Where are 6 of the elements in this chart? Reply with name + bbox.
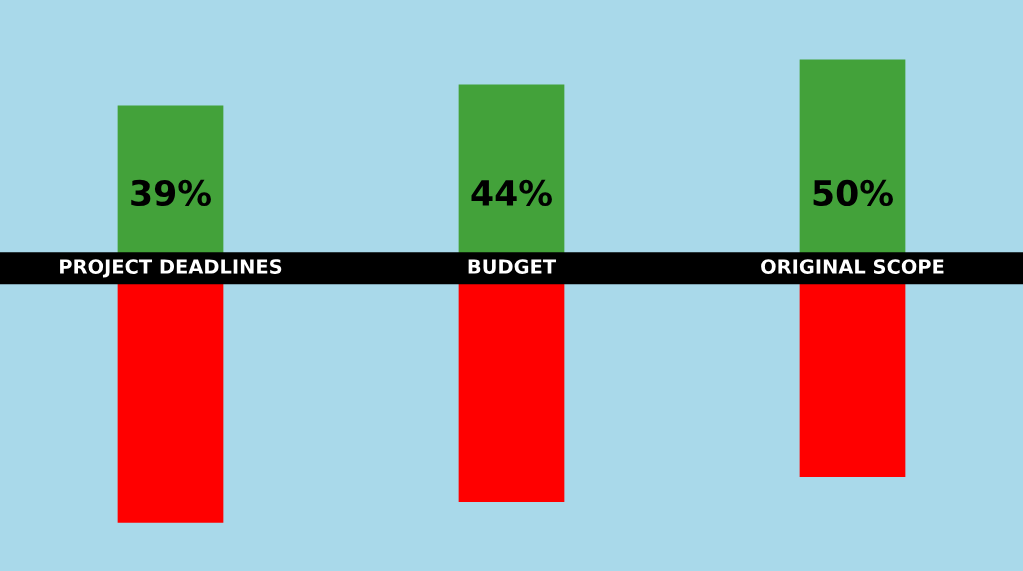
x-tick-label: PROJECT DEADLINES — [60, 259, 282, 278]
x-tick-label: BUDGET — [468, 259, 557, 274]
data-label: 39% — [131, 179, 211, 207]
data-label: 44% — [471, 179, 552, 207]
x-tick-label: ORIGINAL SCOPE — [761, 259, 944, 274]
data-label: 50% — [813, 179, 893, 207]
